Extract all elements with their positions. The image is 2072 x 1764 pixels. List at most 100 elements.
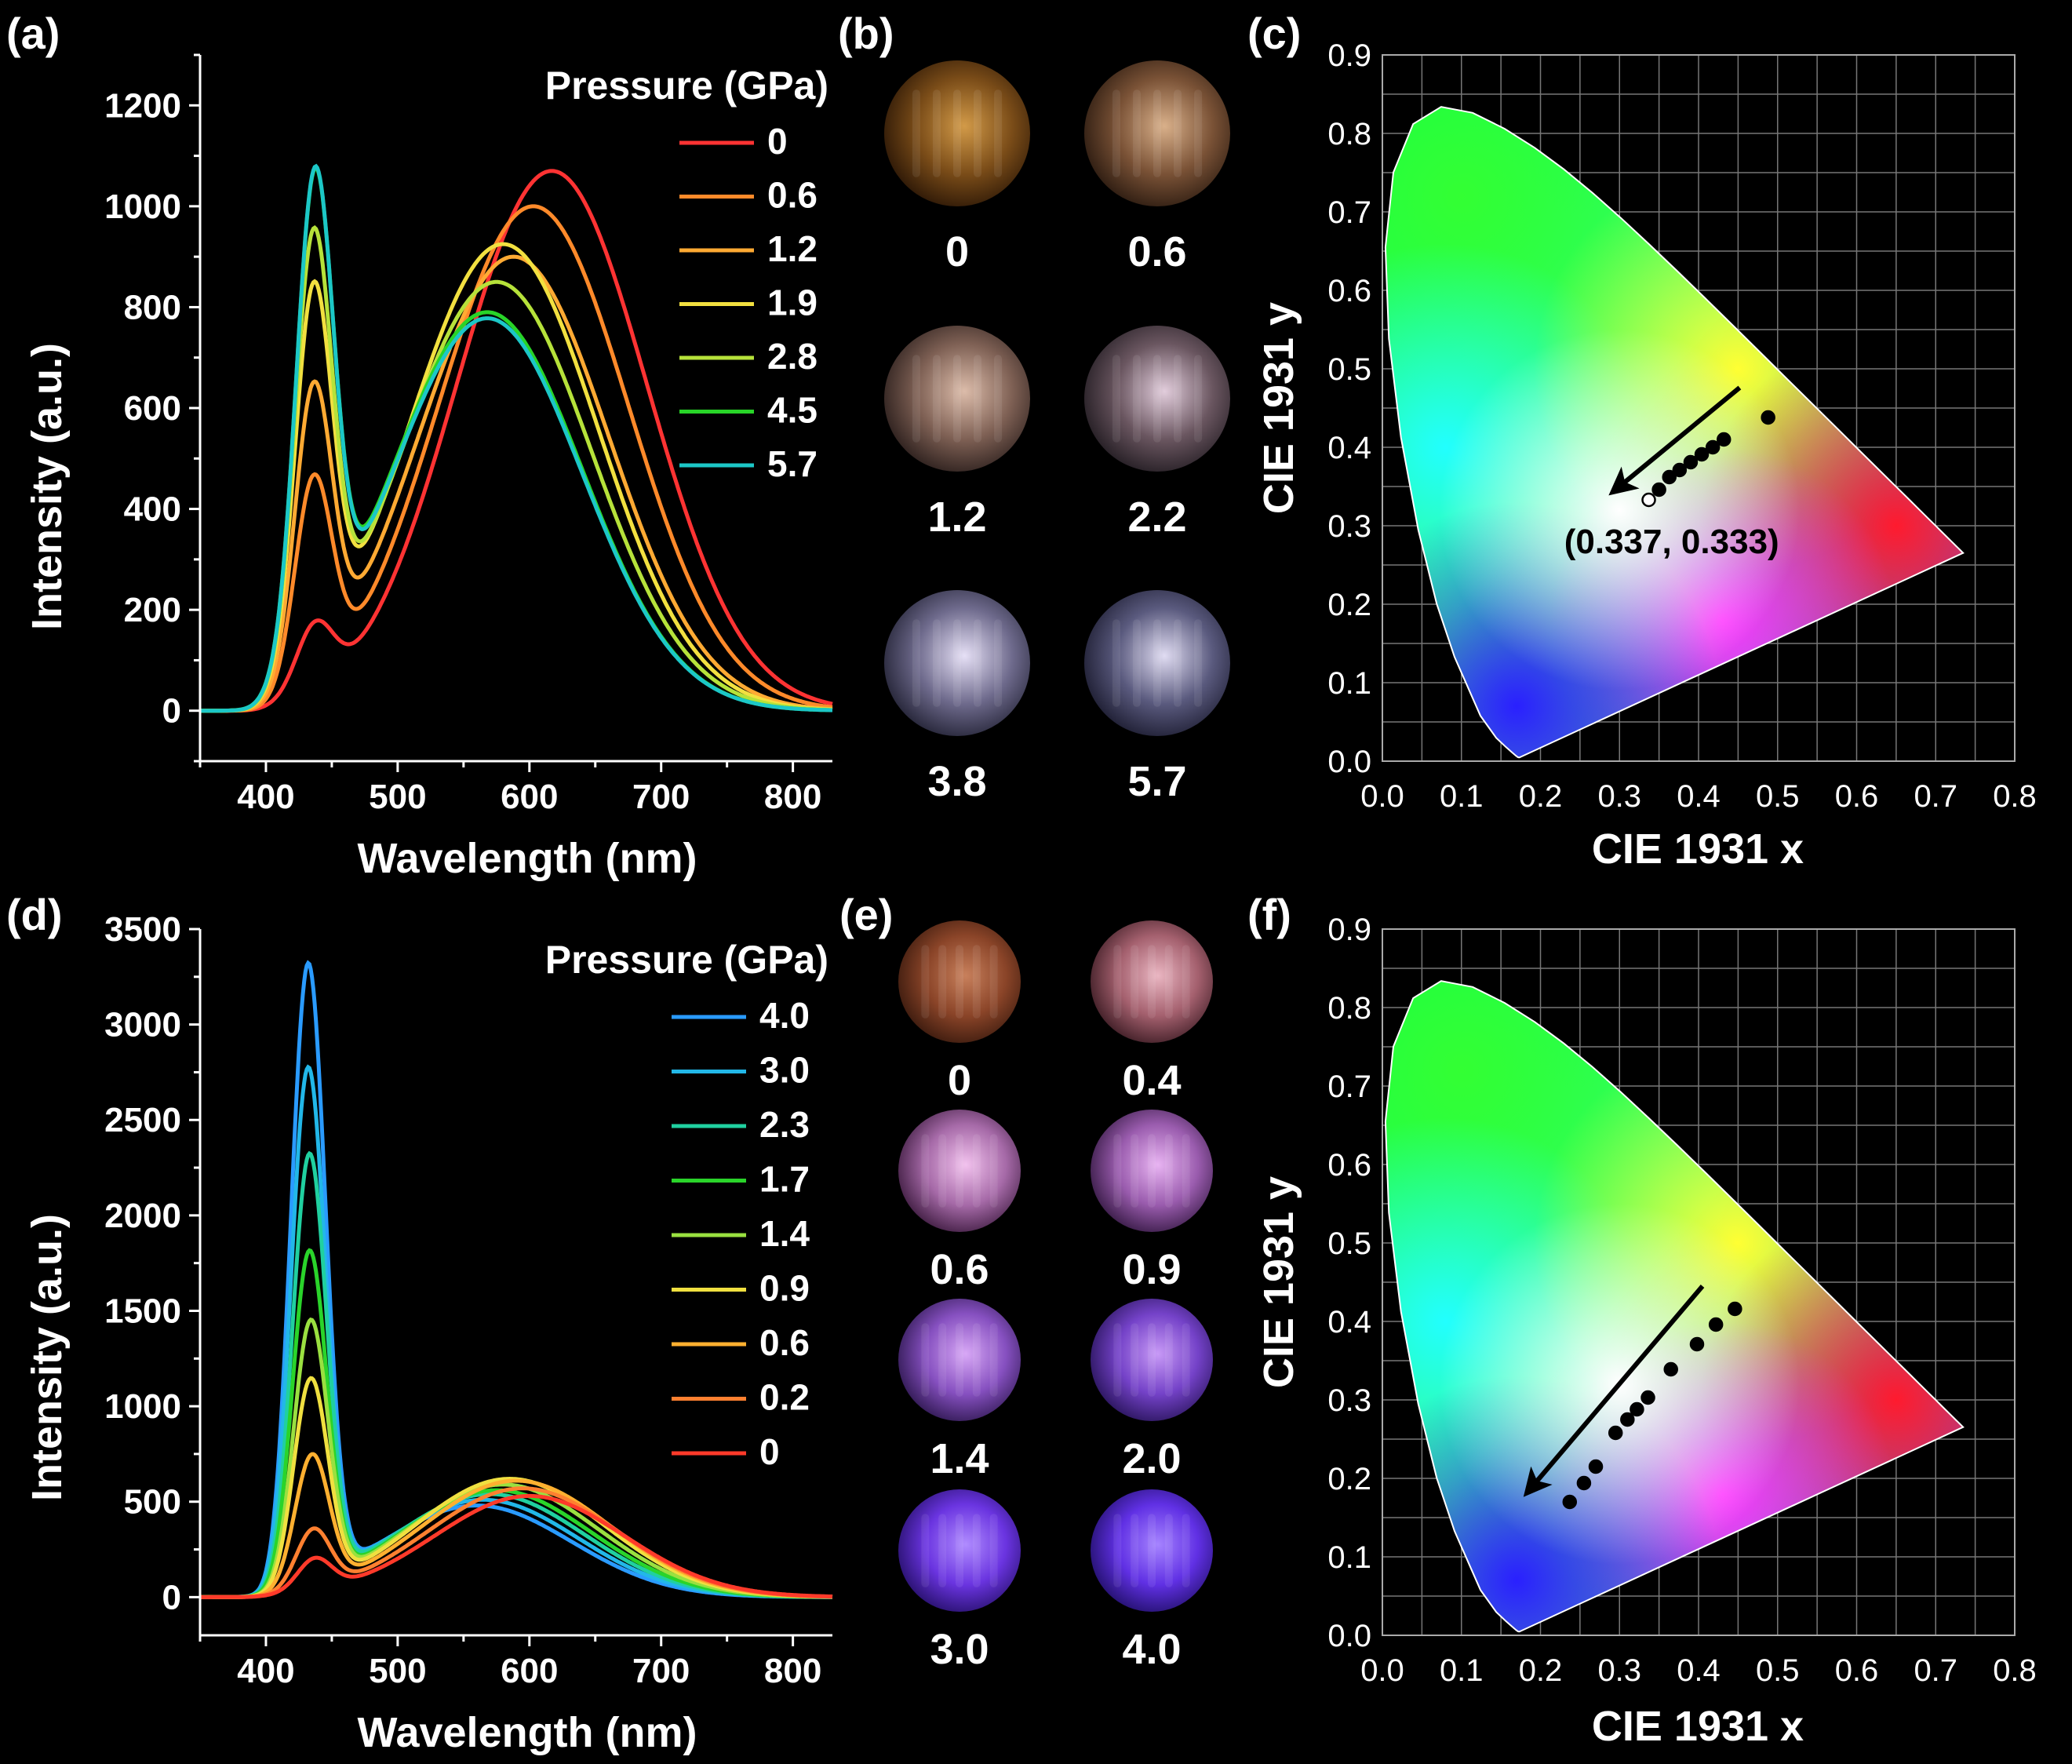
x-axis-label-d: Wavelength (nm): [357, 1709, 697, 1756]
photo-label: 0.9: [1122, 1246, 1181, 1293]
x-tick-label: 600: [501, 1652, 558, 1690]
cie-chart-f: 0.0 0.1 0.2 0.3 0.4 0.5 0.6 0.7 0.8 0.0 0.1 0.2 0.3 0…: [1255, 913, 2037, 1750]
cie-locus-outline: [1384, 980, 1965, 1633]
photo-streak: [912, 619, 920, 707]
x-tick-label: 0.6: [1835, 1653, 1879, 1688]
x-axis-label-a: Wavelength (nm): [357, 835, 697, 882]
x-tick-label: 500: [369, 1652, 426, 1690]
photo-streak: [974, 89, 982, 177]
sample-photo-photos-b-3: [1084, 326, 1230, 472]
photo-streak: [1132, 89, 1141, 177]
photo-streak: [1113, 945, 1122, 1019]
sample-photo-photos-e-4: [898, 1299, 1021, 1421]
photo-streak: [921, 1323, 930, 1397]
photo-streak: [1113, 1134, 1122, 1208]
y-tick-label: 1000: [104, 1387, 181, 1426]
panel-label-c: (c): [1247, 9, 1301, 58]
sample-photo-photos-e-3: [1091, 1110, 1213, 1232]
x-tick-label: 0.8: [1993, 1653, 2037, 1688]
y-axis-label-f: CIE 1931 y: [1255, 1176, 1302, 1388]
photo-streak: [921, 1514, 930, 1587]
photo-streak: [1164, 1134, 1173, 1208]
sample-photo-photos-e-7: [1091, 1489, 1213, 1612]
photo-streak: [953, 619, 961, 707]
legend-label: 0: [759, 1431, 780, 1472]
photo-streak: [1131, 1134, 1139, 1208]
x-tick-label: 800: [764, 778, 821, 816]
photo-label: 1.4: [930, 1435, 989, 1482]
y-tick-label: 0.2: [1327, 1462, 1371, 1496]
y-tick-label: 0.0: [1327, 1619, 1371, 1653]
photo-streak: [1112, 619, 1120, 707]
cie-point-c-3: [1694, 446, 1710, 462]
cie-point-f-0: [1728, 1301, 1742, 1317]
photo-streak: [994, 89, 1003, 177]
photo-streak: [1148, 945, 1156, 1019]
cie-point-c-8: [1641, 492, 1656, 508]
y-tick-label: 0.1: [1327, 1540, 1371, 1575]
y-tick-label: 0.2: [1327, 588, 1371, 622]
photo-streak: [972, 1134, 981, 1208]
legend-d: Pressure (GPa) 4.0 3.0 2.3 1.7 1.4 0.9 0.6 0.2 0: [545, 938, 828, 1472]
photo-streak: [1153, 619, 1161, 707]
x-tick-label: 600: [501, 778, 558, 816]
photo-streak: [953, 355, 961, 443]
y-tick-label: 600: [124, 389, 181, 428]
photo-streak: [972, 1323, 981, 1397]
photo-streak: [956, 1134, 963, 1208]
cie-point-f-4: [1640, 1390, 1655, 1405]
photo-streak: [989, 1323, 998, 1397]
series-line-a-1: [200, 204, 833, 713]
cie-point-f-9: [1576, 1475, 1592, 1491]
y-tick-label: 0.9: [1327, 38, 1371, 73]
x-axis-label-f: CIE 1931 x: [1592, 1703, 1804, 1750]
photo-streak: [974, 619, 982, 707]
photo-label: 0: [945, 228, 969, 275]
y-tick-label: 3000: [104, 1006, 181, 1044]
photo-streak: [989, 1514, 998, 1587]
photo-streak: [1194, 355, 1203, 443]
photo-streak: [921, 945, 930, 1019]
legend-label: 1.7: [759, 1159, 810, 1200]
legend-label: 1.9: [767, 282, 818, 323]
photo-label: 5.7: [1127, 758, 1186, 805]
photo-streak: [974, 355, 982, 443]
legend-label: 1.4: [759, 1213, 810, 1254]
x-tick-label: 400: [237, 778, 294, 816]
photo-streak: [1113, 1323, 1122, 1397]
x-tick-label: 0.8: [1993, 779, 2037, 814]
x-tick-label: 0.5: [1756, 779, 1800, 814]
photo-streak: [1194, 619, 1203, 707]
cie-point-f-7: [1608, 1425, 1623, 1441]
photo-streak: [956, 945, 963, 1019]
cie-point-f-1: [1708, 1317, 1724, 1332]
photo-streak: [994, 619, 1003, 707]
photo-streak: [1112, 89, 1120, 177]
photo-streak: [1174, 355, 1182, 443]
x-tick-label: 0.7: [1914, 779, 1957, 814]
photo-label: 2.2: [1127, 494, 1186, 541]
legend-label: 4.5: [767, 390, 818, 431]
photo-streak: [956, 1323, 963, 1397]
x-tick-label: 0.2: [1519, 1653, 1563, 1688]
photo-streak: [1132, 355, 1141, 443]
legend-label: 5.7: [767, 443, 818, 484]
cie-point-f-2: [1689, 1336, 1705, 1352]
panel-label-b: (b): [838, 9, 894, 58]
photo-streak: [1112, 355, 1120, 443]
cie-point-c-2: [1705, 439, 1721, 455]
cie-point-c-0: [1761, 410, 1775, 425]
cie-point-f-3: [1663, 1361, 1678, 1377]
panel-label-f: (f): [1247, 890, 1291, 939]
cie-coordinate-annotation: (0.337, 0.333): [1564, 523, 1779, 561]
sample-photo-photos-b-0: [884, 60, 1030, 206]
series-line-a-2: [200, 254, 833, 713]
y-tick-label: 0.1: [1327, 666, 1371, 701]
photo-streak: [912, 89, 920, 177]
y-tick-label: 200: [124, 591, 181, 629]
y-tick-label: 1200: [104, 86, 181, 125]
photo-label: 0.4: [1122, 1057, 1181, 1104]
photo-streak: [1182, 1514, 1190, 1587]
legend-title-a: Pressure (GPa): [545, 64, 828, 108]
